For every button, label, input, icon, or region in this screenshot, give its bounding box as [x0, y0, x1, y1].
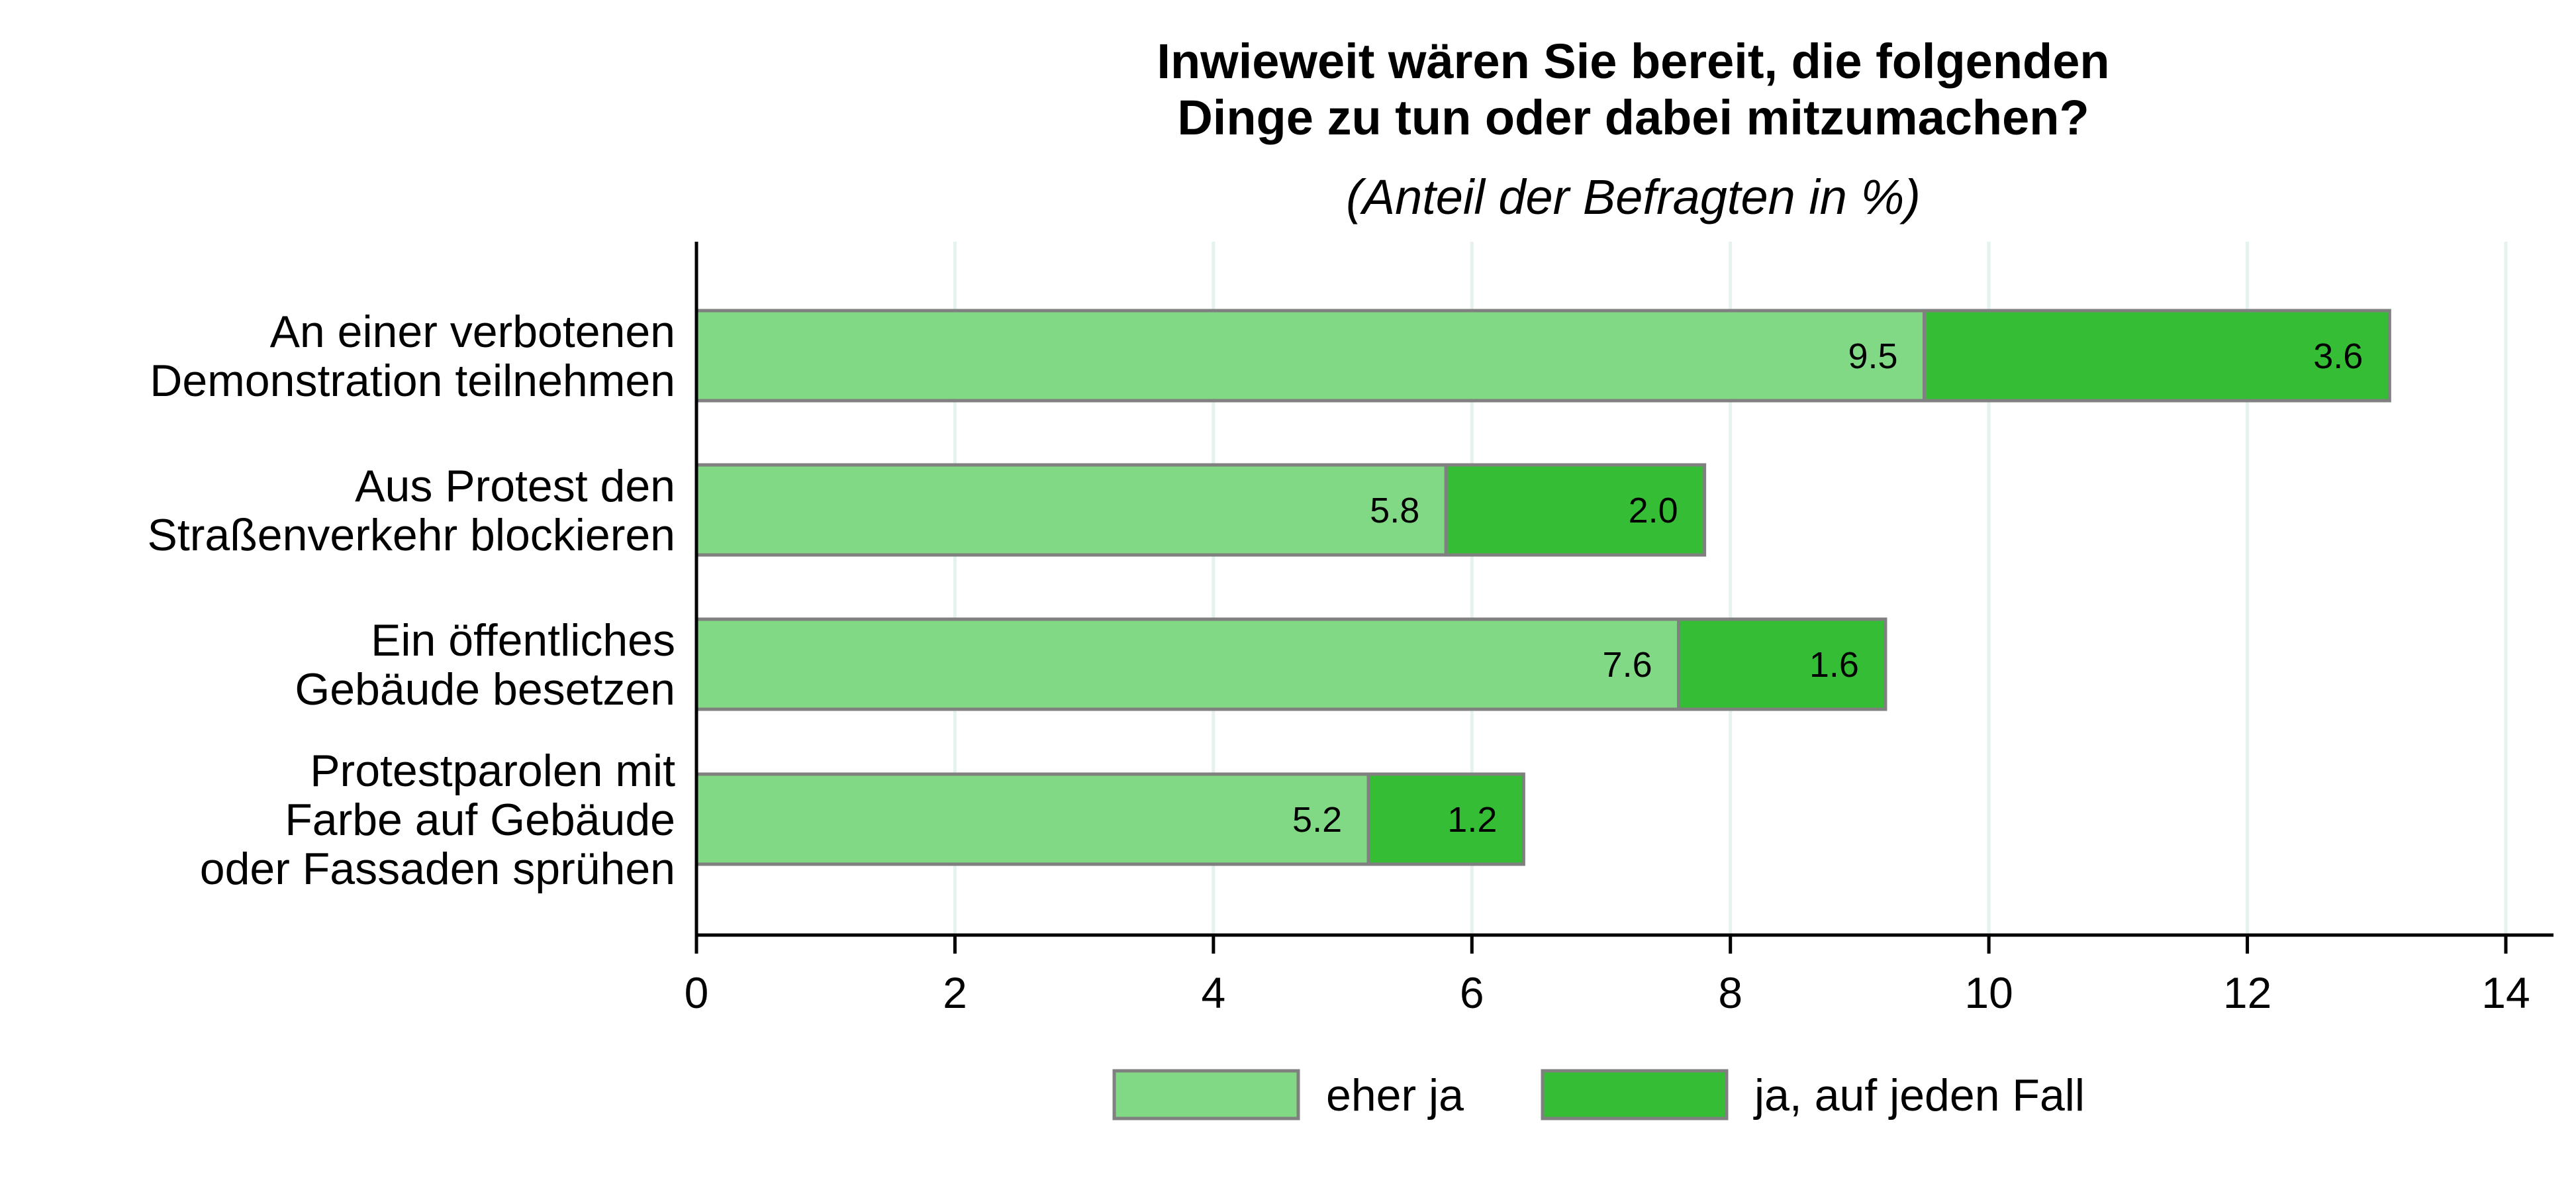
chart-title-line: Dinge zu tun oder dabei mitzumachen? — [1177, 90, 2089, 145]
data-label: 7.6 — [1603, 645, 1652, 685]
data-label: 9.5 — [1848, 336, 1897, 376]
data-label: 5.8 — [1370, 491, 1419, 530]
data-labels: 9.5 3.6 5.8 2.0 7.6 1.6 5.2 1.2 — [1292, 336, 2363, 840]
category-label: Ein öffentliches — [371, 615, 675, 666]
chart-subtitle-text: (Anteil der Befragten in %) — [1346, 170, 1921, 224]
bars — [694, 309, 2391, 866]
category-label: Straßenverkehr blockieren — [148, 510, 675, 560]
data-label: 2.0 — [1629, 491, 1678, 530]
legend-label: ja, auf jeden Fall — [1753, 1070, 2085, 1120]
bar-eher-ja — [694, 463, 1448, 557]
x-tick-label: 10 — [1964, 968, 2013, 1017]
legend: eher ja ja, auf jeden Fall — [1112, 1069, 2085, 1120]
category-label: Aus Protest den — [355, 461, 675, 511]
x-tick-label: 6 — [1460, 968, 1484, 1017]
data-label: 1.2 — [1447, 800, 1497, 840]
category-label: Gebäude besetzen — [295, 664, 675, 715]
axes — [694, 242, 2553, 937]
x-ticks: 0 2 4 6 8 10 12 14 — [685, 935, 2530, 1017]
bar-ja-auf-jeden-fall — [1677, 617, 1887, 711]
category-label: Protestparolen mit — [310, 746, 675, 796]
category-label: Farbe auf Gebäude — [285, 795, 675, 845]
x-tick-label: 14 — [2481, 968, 2530, 1017]
x-tick-label: 4 — [1201, 968, 1225, 1017]
chart-subtitle: (Anteil der Befragten in %) — [1346, 170, 1921, 224]
bar-eher-ja — [694, 617, 1681, 711]
x-tick-label: 12 — [2223, 968, 2271, 1017]
data-label: 5.2 — [1292, 800, 1342, 840]
legend-swatch — [1112, 1069, 1300, 1120]
x-tick-label: 0 — [685, 968, 709, 1017]
legend-label: eher ja — [1326, 1070, 1464, 1120]
data-label: 3.6 — [2313, 336, 2363, 376]
bar-ja-auf-jeden-fall — [1444, 463, 1707, 557]
x-tick-label: 8 — [1718, 968, 1742, 1017]
data-label: 1.6 — [1809, 645, 1859, 685]
bar-ja-auf-jeden-fall — [1923, 309, 2391, 403]
bar-ja-auf-jeden-fall — [1366, 772, 1525, 866]
bar-eher-ja — [694, 309, 1927, 403]
category-label: oder Fassaden sprühen — [200, 844, 675, 894]
legend-swatch — [1541, 1069, 1729, 1120]
bar-eher-ja — [694, 772, 1370, 866]
x-tick-label: 2 — [943, 968, 967, 1017]
category-label: Demonstration teilnehmen — [150, 356, 675, 406]
chart-title: Inwieweit wären Sie bereit, die folgende… — [1157, 34, 2109, 145]
category-label: An einer verbotenen — [270, 307, 675, 357]
chart-title-line: Inwieweit wären Sie bereit, die folgende… — [1157, 34, 2109, 89]
